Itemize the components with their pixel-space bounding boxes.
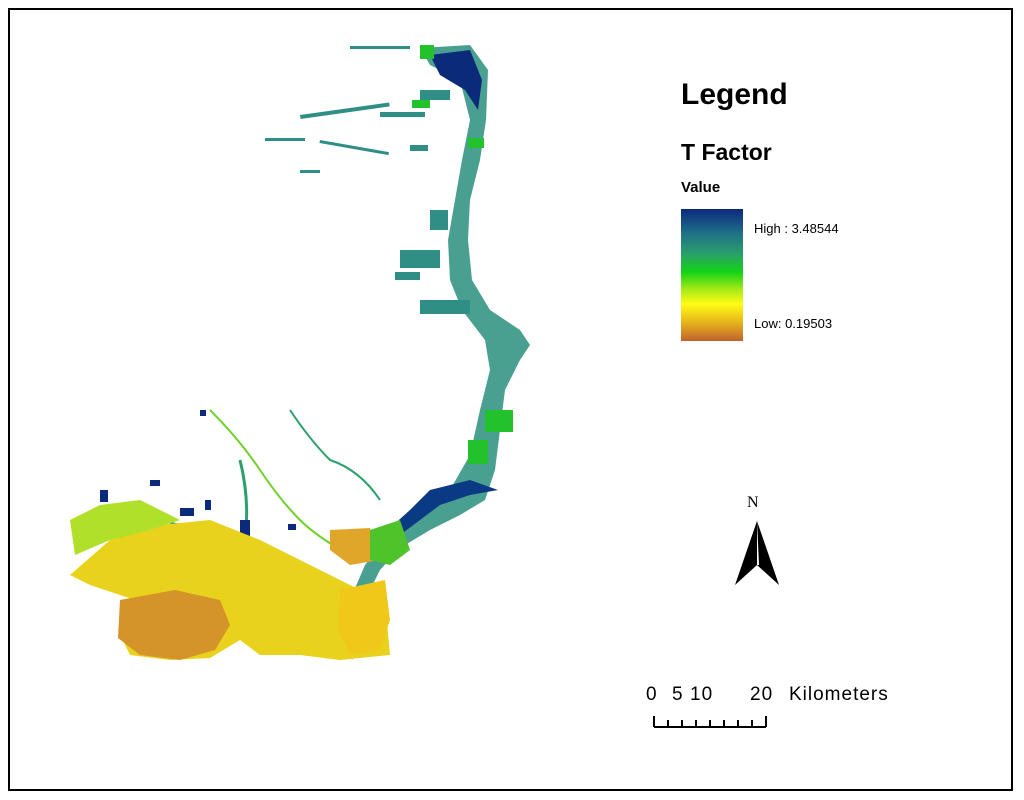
north-letter: N — [747, 494, 759, 511]
northern-highlights — [412, 45, 513, 464]
scale-tick-5: 5 — [672, 684, 684, 705]
southern-green — [70, 500, 180, 555]
inland-river-2 — [209, 409, 361, 561]
inland-river-3 — [289, 409, 381, 501]
northern-fragments — [265, 46, 470, 314]
scale-tick-0: 0 — [646, 684, 658, 705]
southern-orange — [118, 590, 230, 660]
coastal-strip-dark — [430, 50, 482, 110]
southern-orange-2 — [338, 580, 390, 655]
field-name: Value — [681, 179, 721, 196]
layer-name: T Factor — [681, 139, 772, 165]
legend-title: Legend — [681, 78, 788, 111]
scale-tick-20: 20 — [750, 684, 774, 705]
map-frame — [8, 8, 1013, 791]
central-green — [370, 520, 410, 565]
north-arrow-icon — [735, 521, 779, 585]
central-orange — [330, 528, 380, 565]
color-ramp — [681, 209, 743, 341]
scale-bar — [653, 716, 767, 728]
scale-tick-10: 10 — [690, 684, 714, 705]
high-label: High : 3.48544 — [754, 221, 839, 236]
low-label: Low: 0.19503 — [754, 316, 833, 331]
river-mouth — [390, 480, 498, 535]
coastal-strip — [345, 45, 530, 660]
scale-units: Kilometers — [789, 684, 889, 705]
